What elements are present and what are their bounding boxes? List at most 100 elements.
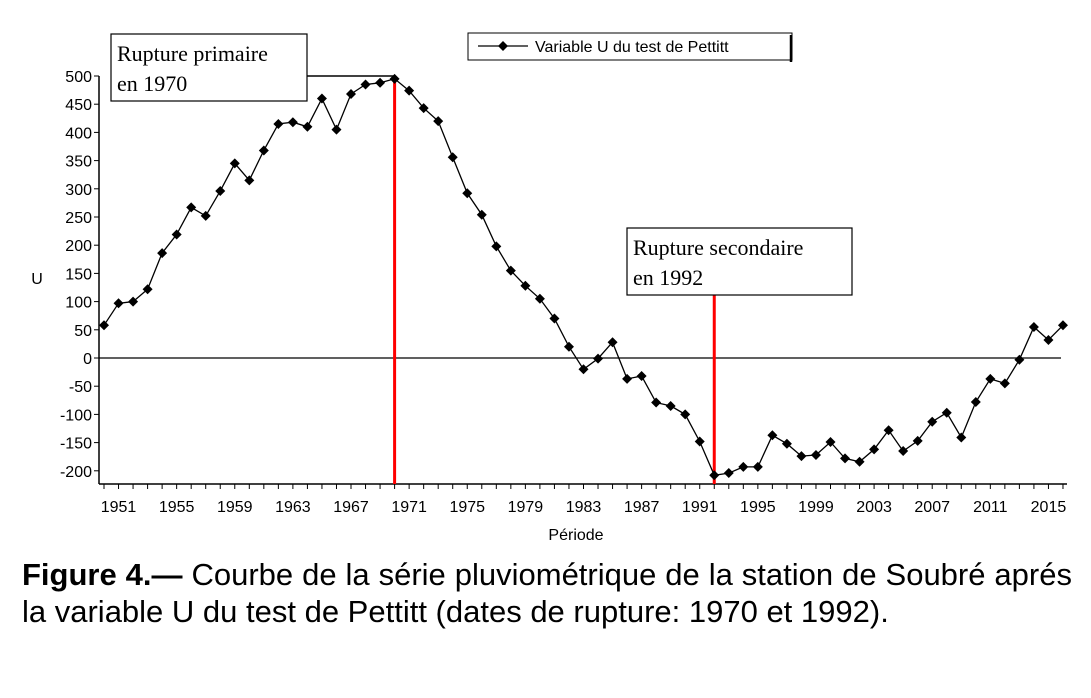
y-tick-label: 450: [65, 97, 92, 114]
annotation-secondary-line1: Rupture secondaire: [633, 235, 803, 260]
annotation-secondary-line2: en 1992: [633, 265, 703, 290]
series-u-polyline: [103, 78, 1064, 477]
data-point: [825, 437, 836, 448]
y-tick-label: 500: [65, 69, 92, 86]
data-point: [869, 444, 880, 455]
y-tick-label: 400: [65, 125, 92, 142]
y-axis-label: U: [31, 271, 43, 288]
data-point: [113, 298, 124, 309]
x-tick-label: 1967: [333, 499, 369, 516]
data-point: [796, 451, 807, 462]
data-point: [607, 337, 618, 348]
annotation-box-primary: [110, 33, 308, 102]
data-point: [157, 248, 168, 259]
data-point: [447, 152, 458, 163]
data-point: [898, 446, 909, 457]
data-point: [142, 284, 153, 295]
data-point: [694, 436, 705, 447]
annotation-primary-line2: en 1970: [117, 71, 187, 96]
data-point: [128, 296, 139, 307]
x-tick-label: 1987: [624, 499, 660, 516]
data-point: [912, 435, 923, 446]
figure-caption: Figure 4.— Courbe de la série pluviométr…: [22, 556, 1072, 630]
data-point: [840, 453, 851, 464]
data-point: [854, 456, 865, 467]
x-tick-label: 1975: [449, 499, 485, 516]
annotation-box-secondary: [626, 227, 853, 296]
data-point: [1043, 334, 1054, 345]
data-point: [331, 124, 342, 135]
data-point: [593, 353, 604, 364]
data-point: [999, 378, 1010, 389]
y-tick-label: 300: [65, 182, 92, 199]
data-point: [433, 116, 444, 127]
data-point: [229, 158, 240, 169]
data-point: [578, 364, 589, 375]
data-point: [404, 85, 415, 96]
x-tick-label: 2015: [1031, 499, 1067, 516]
legend-label: Variable U du test de Pettitt: [535, 39, 729, 56]
data-point: [651, 397, 662, 408]
data-point: [273, 118, 284, 129]
data-point: [1028, 321, 1039, 332]
data-point: [346, 89, 357, 100]
series-u-line: [103, 78, 1064, 477]
plot-area: [98, 76, 1067, 485]
legend: Variable U du test de Pettitt: [467, 32, 793, 62]
x-tick-label: 1959: [217, 499, 253, 516]
y-tick-label: 250: [65, 210, 92, 227]
x-tick-label: 1955: [159, 499, 195, 516]
data-point: [549, 313, 560, 324]
data-point: [970, 396, 981, 407]
data-point: [665, 400, 676, 411]
data-point: [985, 373, 996, 384]
y-tick-label: -200: [60, 464, 92, 481]
x-axis-label: Période: [548, 527, 603, 544]
data-point: [752, 461, 763, 472]
rupture-lines: [393, 76, 716, 484]
x-axis-ticks: 1951 1955 1959 1963 1967 1971 1975 1979 1983 1987…: [101, 484, 1067, 516]
data-point: [200, 210, 211, 221]
rupture-annotations: Rupture primaire en 1970 Rupture secondair…: [110, 33, 853, 296]
x-tick-label: 1963: [275, 499, 311, 516]
data-point: [767, 430, 778, 441]
data-point: [563, 341, 574, 352]
y-tick-label: 0: [83, 351, 92, 368]
y-tick-label: 150: [65, 266, 92, 283]
x-tick-label: 1951: [101, 499, 137, 516]
data-point: [258, 145, 269, 156]
pettitt-chart: 500450400350300250200150100500-50-100-15…: [31, 32, 1068, 544]
figure-caption-text: Courbe de la série pluviométrique de la …: [22, 557, 1072, 629]
x-tick-label: 2007: [914, 499, 950, 516]
data-point: [534, 293, 545, 304]
data-point: [287, 117, 298, 128]
data-point: [723, 468, 734, 479]
data-point: [316, 93, 327, 104]
data-point: [215, 186, 226, 197]
y-tick-label: 100: [65, 295, 92, 312]
data-point: [956, 432, 967, 443]
x-tick-label: 1983: [566, 499, 602, 516]
data-point: [883, 425, 894, 436]
data-point: [491, 241, 502, 252]
data-point: [244, 175, 255, 186]
data-point: [360, 79, 371, 90]
data-point: [927, 416, 938, 427]
data-point: [680, 409, 691, 420]
y-tick-label: 350: [65, 154, 92, 171]
data-point: [418, 103, 429, 114]
y-tick-label: -100: [60, 407, 92, 424]
y-tick-label: -150: [60, 436, 92, 453]
data-point: [781, 438, 792, 449]
data-point: [476, 209, 487, 220]
x-tick-label: 2003: [856, 499, 892, 516]
y-tick-label: -50: [69, 379, 92, 396]
x-tick-label: 1971: [391, 499, 427, 516]
y-tick-label: 200: [65, 238, 92, 255]
data-point: [302, 121, 313, 132]
data-point: [375, 77, 386, 88]
x-tick-label: 1991: [682, 499, 718, 516]
data-point: [622, 373, 633, 384]
data-point: [709, 470, 720, 481]
data-point: [1014, 354, 1025, 365]
